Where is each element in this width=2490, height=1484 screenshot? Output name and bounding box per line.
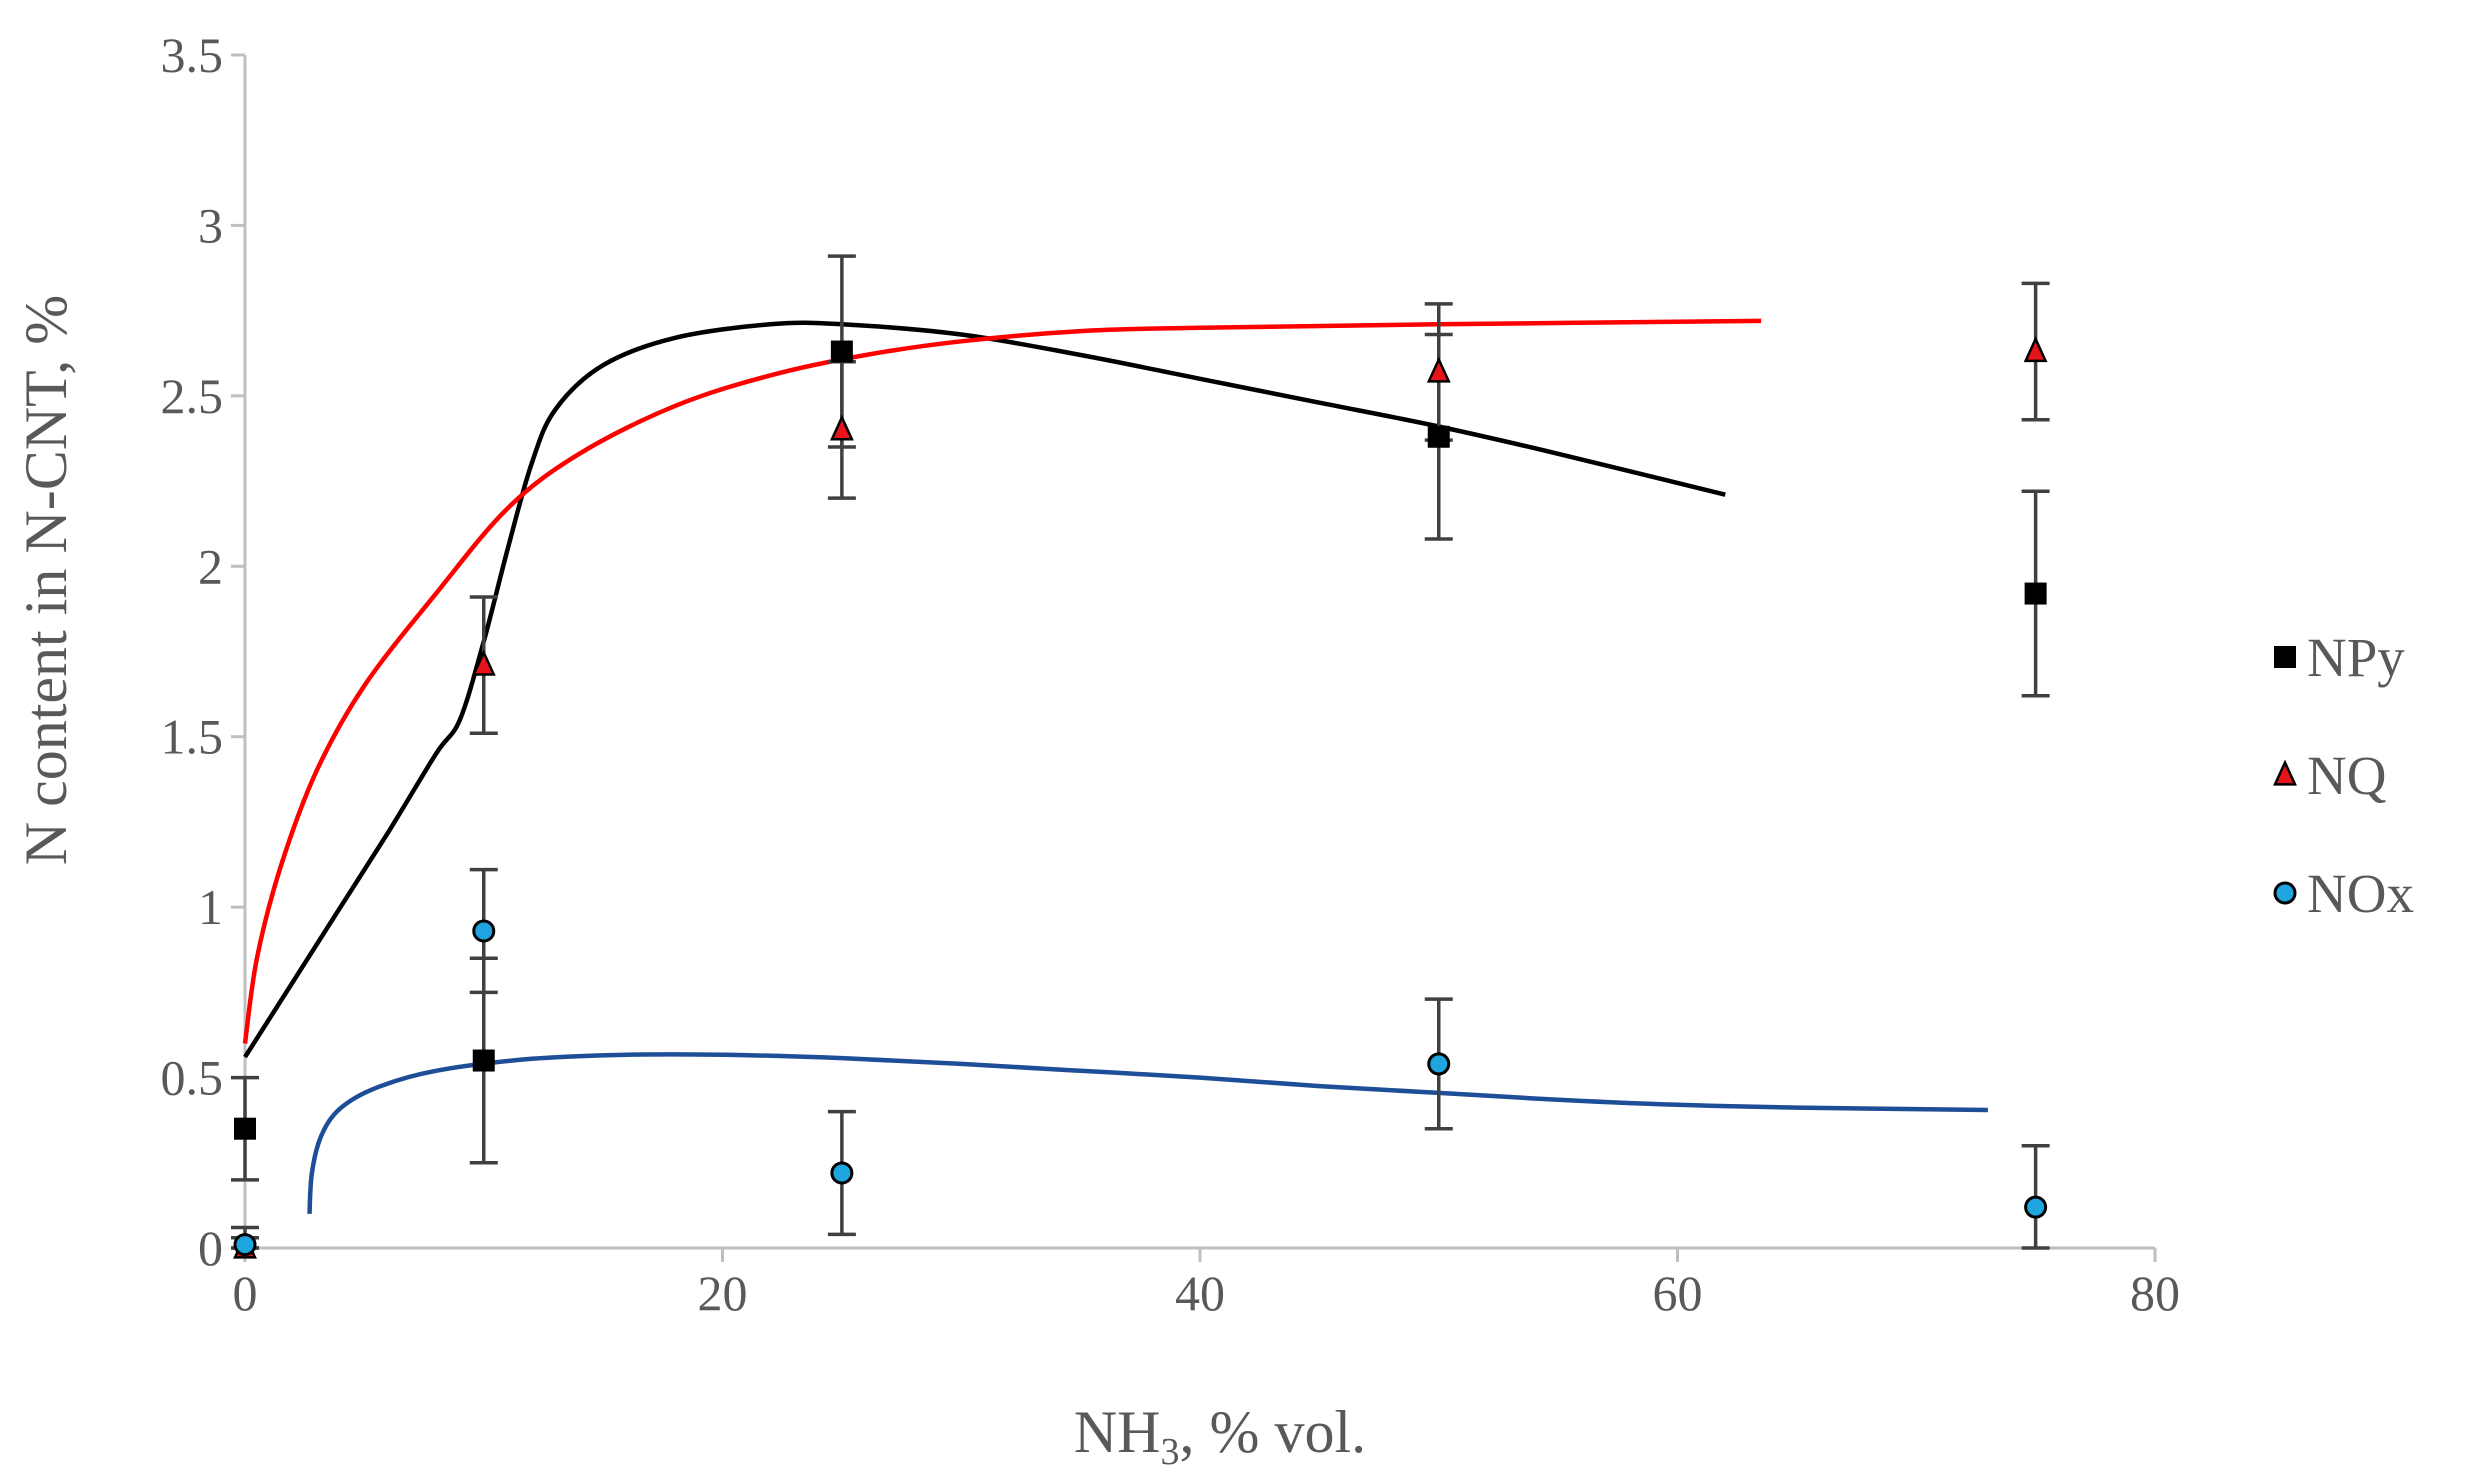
npy-point — [830, 340, 853, 363]
nox-point — [1427, 1052, 1451, 1076]
x-tick-label: 60 — [1653, 1265, 1703, 1321]
legend: NPy NQ NOx — [2273, 627, 2414, 924]
nox-point — [830, 1161, 854, 1185]
y-tick-label: 3.5 — [161, 27, 224, 83]
y-axis-title: N content in N-CNT, % — [13, 295, 79, 865]
x-axis-title: NH3, % vol. — [1074, 1399, 1366, 1473]
nox-point — [2024, 1195, 2048, 1219]
x-tick-label: 80 — [2130, 1265, 2180, 1321]
legend-item-nox: NOx — [2273, 863, 2414, 924]
npy-point — [1427, 425, 1450, 448]
npy-trend-line — [243, 320, 1726, 1059]
legend-label-npy: NPy — [2307, 627, 2405, 688]
x-axis-title-rest: , % vol. — [1180, 1399, 1367, 1465]
legend-label-nox: NOx — [2307, 863, 2414, 924]
npy-point — [234, 1117, 256, 1140]
nox-point — [472, 919, 496, 943]
nox-trend-line — [307, 1052, 1988, 1215]
legend-marker-nox — [2273, 881, 2297, 905]
x-tick-label: 0 — [233, 1265, 258, 1321]
legend-item-npy: NPy — [2274, 627, 2405, 688]
x-tick-label: 40 — [1175, 1265, 1225, 1321]
nox-point — [233, 1233, 257, 1257]
nq-point — [829, 414, 854, 441]
nq-trend-line — [242, 318, 1762, 1044]
y-tick-label: 0 — [198, 1220, 223, 1276]
y-tick-label: 1.5 — [161, 709, 224, 765]
nq-point — [1426, 356, 1451, 383]
nq-point — [2023, 335, 2048, 363]
trendlines — [242, 318, 1988, 1215]
error-bars — [231, 254, 2050, 1250]
y-tick-label: 2.5 — [161, 368, 224, 424]
nq-point — [471, 649, 496, 676]
y-tick-label: 3 — [198, 197, 223, 253]
legend-label-nq: NQ — [2307, 745, 2386, 806]
legend-item-nq: NQ — [2273, 745, 2386, 806]
legend-marker-nq — [2273, 759, 2297, 786]
data-markers — [233, 335, 2048, 1259]
x-axis-title-main: NH — [1074, 1399, 1161, 1465]
y-tick-label: 0.5 — [161, 1050, 224, 1106]
npy-point — [2024, 582, 2047, 605]
x-axis-title-subscript: 3 — [1161, 1431, 1180, 1473]
x-tick-label: 20 — [698, 1265, 748, 1321]
npy-point — [472, 1049, 495, 1072]
legend-marker-npy — [2274, 646, 2296, 668]
y-tick-label: 2 — [198, 538, 223, 594]
y-tick-label: 1 — [198, 879, 223, 935]
x-axis-ticks: 0 20 40 60 80 — [233, 1248, 2180, 1321]
y-axis-ticks: 0 0.5 1 1.5 2 2.5 3 3.5 — [161, 27, 245, 1276]
